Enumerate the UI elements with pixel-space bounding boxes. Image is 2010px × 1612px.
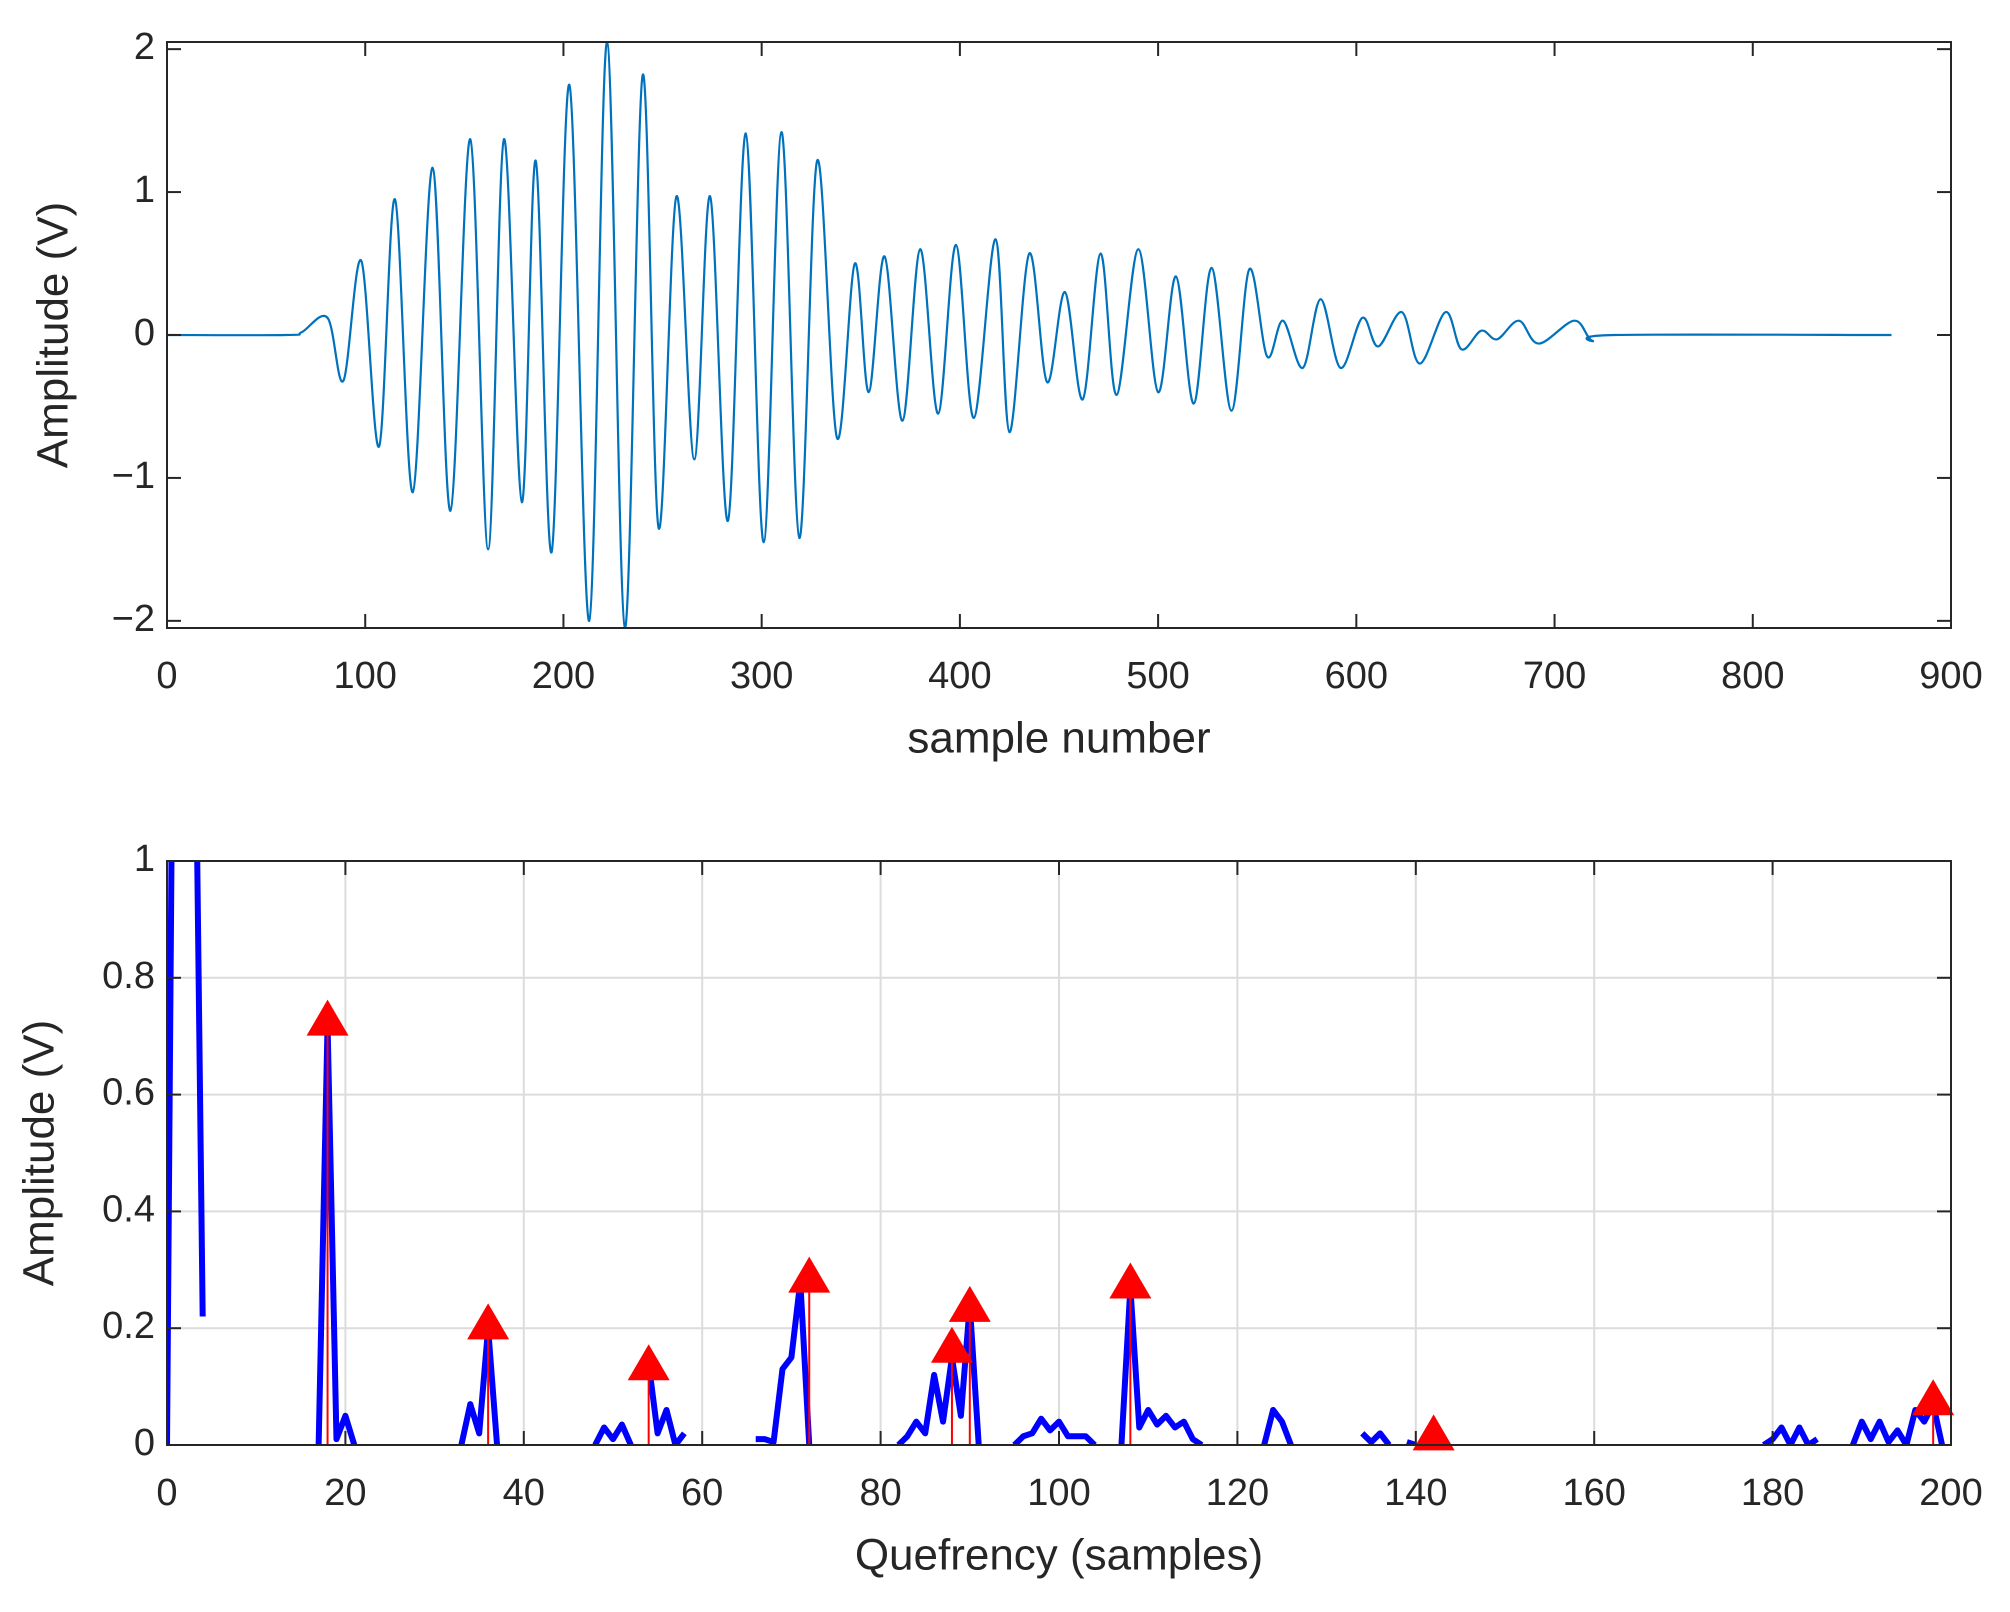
x-axis-label: Quefrency (samples) <box>855 1531 1263 1580</box>
y-axis-label: Amplitude (V) <box>29 202 78 469</box>
x-tick-label: 400 <box>928 655 991 697</box>
peak-marker <box>1412 1414 1455 1451</box>
peak-marker <box>1912 1379 1955 1416</box>
x-tick-label: 500 <box>1126 655 1189 697</box>
x-tick-label: 300 <box>730 655 793 697</box>
x-tick-label: 800 <box>1721 655 1784 697</box>
y-tick-label: 0.8 <box>102 955 155 997</box>
x-tick-label: 120 <box>1206 1472 1269 1514</box>
peak-marker <box>930 1326 973 1363</box>
peak-marker <box>788 1256 831 1293</box>
y-tick-label: −1 <box>112 455 155 497</box>
x-tick-label: 900 <box>1919 655 1982 697</box>
y-tick-label: −2 <box>112 598 155 640</box>
y-tick-label: 0 <box>134 312 155 354</box>
data-line <box>167 861 1946 1445</box>
x-tick-label: 200 <box>1919 1472 1982 1514</box>
y-tick-label: 0 <box>134 1422 155 1464</box>
x-tick-label: 20 <box>324 1472 366 1514</box>
y-axis-label: Amplitude (V) <box>15 1020 64 1287</box>
x-tick-label: 180 <box>1741 1472 1804 1514</box>
x-tick-label: 100 <box>334 655 397 697</box>
y-tick-label: 0.6 <box>102 1072 155 1114</box>
y-tick-label: 1 <box>134 838 155 880</box>
x-tick-label: 600 <box>1325 655 1388 697</box>
x-axis-label: sample number <box>907 714 1210 763</box>
x-tick-label: 140 <box>1384 1472 1447 1514</box>
x-tick-label: 40 <box>503 1472 545 1514</box>
x-tick-label: 0 <box>156 655 177 697</box>
y-tick-label: 0.4 <box>102 1188 155 1230</box>
y-tick-label: 1 <box>134 169 155 211</box>
plot-area <box>167 42 1892 628</box>
y-tick-label: 0.2 <box>102 1305 155 1347</box>
peak-marker <box>948 1285 991 1322</box>
peak-marker <box>1109 1262 1152 1299</box>
plot-area <box>167 861 1946 1445</box>
x-tick-label: 0 <box>156 1472 177 1514</box>
peak-marker <box>627 1344 670 1381</box>
x-tick-label: 100 <box>1027 1472 1090 1514</box>
data-line <box>167 42 1892 628</box>
peak-marker <box>306 999 349 1036</box>
x-tick-label: 160 <box>1562 1472 1625 1514</box>
x-tick-label: 700 <box>1523 655 1586 697</box>
peak-marker <box>467 1303 510 1340</box>
x-tick-label: 200 <box>532 655 595 697</box>
y-tick-label: 2 <box>134 26 155 68</box>
x-tick-label: 80 <box>859 1472 901 1514</box>
x-tick-label: 60 <box>681 1472 723 1514</box>
